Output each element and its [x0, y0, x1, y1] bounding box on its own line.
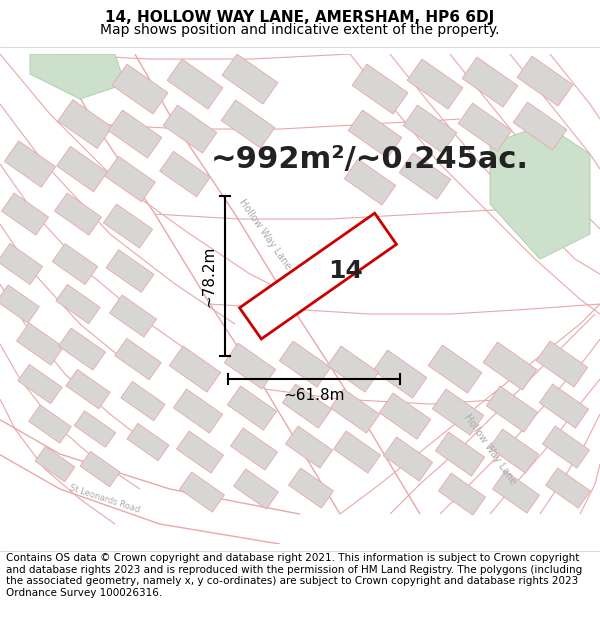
Polygon shape	[104, 156, 155, 202]
Text: ~61.8m: ~61.8m	[283, 388, 345, 402]
Polygon shape	[289, 468, 334, 508]
Polygon shape	[407, 59, 463, 109]
Polygon shape	[30, 54, 125, 99]
Polygon shape	[160, 151, 211, 197]
Polygon shape	[106, 250, 154, 292]
Polygon shape	[58, 328, 106, 370]
Polygon shape	[483, 342, 537, 390]
Polygon shape	[18, 364, 62, 404]
Polygon shape	[167, 59, 223, 109]
Polygon shape	[373, 350, 427, 398]
Polygon shape	[539, 384, 589, 428]
Polygon shape	[536, 341, 588, 387]
Polygon shape	[179, 472, 224, 512]
Polygon shape	[221, 100, 275, 148]
Polygon shape	[173, 389, 223, 433]
Polygon shape	[169, 346, 221, 392]
Polygon shape	[74, 411, 116, 447]
Polygon shape	[490, 124, 590, 259]
Polygon shape	[56, 146, 107, 192]
Polygon shape	[80, 451, 120, 487]
Polygon shape	[109, 295, 157, 337]
Polygon shape	[513, 102, 567, 150]
Polygon shape	[379, 393, 431, 439]
Polygon shape	[230, 428, 278, 470]
Polygon shape	[517, 56, 573, 106]
Polygon shape	[227, 386, 277, 430]
Polygon shape	[399, 153, 451, 199]
Polygon shape	[56, 284, 100, 324]
Polygon shape	[222, 54, 278, 104]
Polygon shape	[458, 103, 512, 151]
Polygon shape	[127, 423, 169, 461]
Polygon shape	[327, 346, 379, 392]
Polygon shape	[279, 341, 331, 387]
Text: 14: 14	[329, 259, 364, 283]
Text: Hollow Way Lane: Hollow Way Lane	[462, 412, 518, 486]
Polygon shape	[490, 429, 539, 473]
Polygon shape	[224, 343, 276, 389]
Polygon shape	[58, 99, 112, 149]
Polygon shape	[108, 110, 162, 158]
Polygon shape	[334, 431, 380, 473]
Polygon shape	[66, 369, 110, 409]
Text: St Leonards Road: St Leonards Road	[69, 484, 141, 514]
Polygon shape	[52, 244, 98, 284]
Polygon shape	[348, 110, 402, 158]
Polygon shape	[103, 204, 152, 248]
Polygon shape	[0, 285, 39, 323]
Polygon shape	[462, 57, 518, 107]
Polygon shape	[383, 437, 433, 481]
Polygon shape	[1, 193, 49, 235]
Polygon shape	[121, 381, 165, 421]
Polygon shape	[436, 432, 485, 476]
Polygon shape	[344, 159, 396, 205]
Text: 14, HOLLOW WAY LANE, AMERSHAM, HP6 6DJ: 14, HOLLOW WAY LANE, AMERSHAM, HP6 6DJ	[106, 10, 494, 25]
Polygon shape	[35, 446, 75, 482]
Text: ~992m²/~0.245ac.: ~992m²/~0.245ac.	[211, 144, 529, 174]
Text: Contains OS data © Crown copyright and database right 2021. This information is : Contains OS data © Crown copyright and d…	[6, 553, 582, 598]
Polygon shape	[0, 244, 43, 284]
Polygon shape	[176, 431, 224, 473]
Polygon shape	[545, 468, 590, 508]
Text: Map shows position and indicative extent of the property.: Map shows position and indicative extent…	[100, 22, 500, 36]
Polygon shape	[163, 105, 217, 153]
Polygon shape	[29, 405, 71, 443]
Polygon shape	[112, 64, 168, 114]
Polygon shape	[428, 345, 482, 393]
Polygon shape	[542, 426, 590, 468]
Polygon shape	[493, 471, 539, 513]
Polygon shape	[486, 386, 538, 432]
Polygon shape	[331, 389, 380, 433]
Polygon shape	[4, 141, 56, 188]
Polygon shape	[352, 64, 408, 114]
Text: ~78.2m: ~78.2m	[202, 246, 217, 307]
Polygon shape	[115, 338, 161, 380]
Polygon shape	[239, 213, 397, 339]
Polygon shape	[55, 193, 101, 235]
Polygon shape	[283, 384, 332, 428]
Polygon shape	[403, 105, 457, 153]
Polygon shape	[16, 323, 64, 365]
Polygon shape	[432, 389, 484, 435]
Polygon shape	[439, 473, 485, 515]
Polygon shape	[233, 469, 278, 509]
Text: Hollow Way Lane: Hollow Way Lane	[237, 197, 293, 271]
Polygon shape	[286, 426, 332, 468]
